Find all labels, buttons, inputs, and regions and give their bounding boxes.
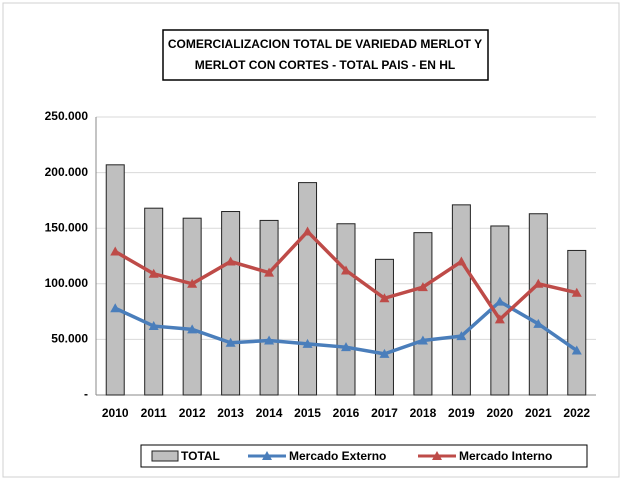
y-tick-label: 50.000 — [51, 332, 88, 346]
x-tick-label: 2017 — [371, 406, 398, 420]
y-tick-label: 100.000 — [45, 276, 89, 290]
bar — [567, 249, 587, 396]
marker — [456, 331, 467, 341]
marker — [225, 337, 236, 347]
marker — [379, 348, 390, 358]
marker — [302, 338, 313, 348]
x-tick-label: 2018 — [410, 406, 437, 420]
bar — [298, 182, 318, 396]
marker — [379, 293, 390, 303]
title-box — [162, 29, 489, 81]
marker — [302, 226, 313, 236]
marker — [187, 278, 198, 288]
x-tick-label: 2021 — [525, 406, 552, 420]
bar — [259, 219, 279, 396]
bar — [528, 213, 548, 396]
marker — [341, 342, 351, 352]
x-tick-label: 2010 — [102, 406, 129, 420]
legend-swatch — [151, 450, 179, 462]
marker — [110, 246, 121, 256]
marker — [533, 318, 544, 328]
bar — [144, 207, 164, 396]
legend-marker — [262, 451, 272, 460]
marker — [148, 321, 159, 331]
x-tick-label: 2022 — [563, 406, 590, 420]
marker — [533, 278, 544, 288]
y-tick-label: 150.000 — [45, 220, 89, 234]
chart-title: COMERCIALIZACION TOTAL DE VARIEDAD MERLO… — [168, 37, 482, 51]
marker — [417, 335, 428, 345]
x-tick-label: 2011 — [141, 406, 167, 420]
bar — [182, 217, 202, 396]
marker — [494, 296, 505, 306]
legend-label: TOTAL — [181, 449, 220, 463]
x-tick-label: 2012 — [179, 406, 206, 420]
x-tick-label: 2013 — [217, 406, 244, 420]
legend-label: Mercado Interno — [459, 449, 552, 463]
x-tick-label: 2016 — [333, 406, 360, 420]
marker — [571, 287, 582, 297]
marker — [225, 256, 236, 266]
marker — [571, 345, 582, 355]
marker — [187, 324, 198, 334]
chart-title: MERLOT CON CORTES - TOTAL PAIS - EN HL — [195, 58, 455, 72]
x-tick-label: 2015 — [294, 406, 321, 420]
x-tick-label: 2020 — [486, 406, 513, 420]
marker — [494, 314, 505, 324]
marker — [341, 265, 351, 275]
bar — [221, 211, 241, 396]
legend-label: Mercado Externo — [289, 449, 386, 463]
bar — [336, 223, 356, 396]
marker — [148, 268, 159, 278]
x-tick-label: 2019 — [448, 406, 475, 420]
bar — [105, 164, 125, 396]
marker — [264, 335, 275, 345]
bar — [451, 204, 471, 396]
bar — [413, 232, 433, 396]
marker — [456, 256, 467, 266]
legend-marker — [432, 451, 442, 460]
legend-box — [140, 444, 588, 468]
y-tick-label: 200.000 — [45, 165, 89, 179]
y-tick-label: - — [84, 387, 88, 401]
marker — [110, 303, 121, 313]
marker — [264, 267, 275, 277]
marker — [417, 282, 428, 292]
x-tick-label: 2014 — [256, 406, 283, 420]
bar — [374, 258, 394, 396]
y-tick-label: 250.000 — [45, 109, 89, 123]
